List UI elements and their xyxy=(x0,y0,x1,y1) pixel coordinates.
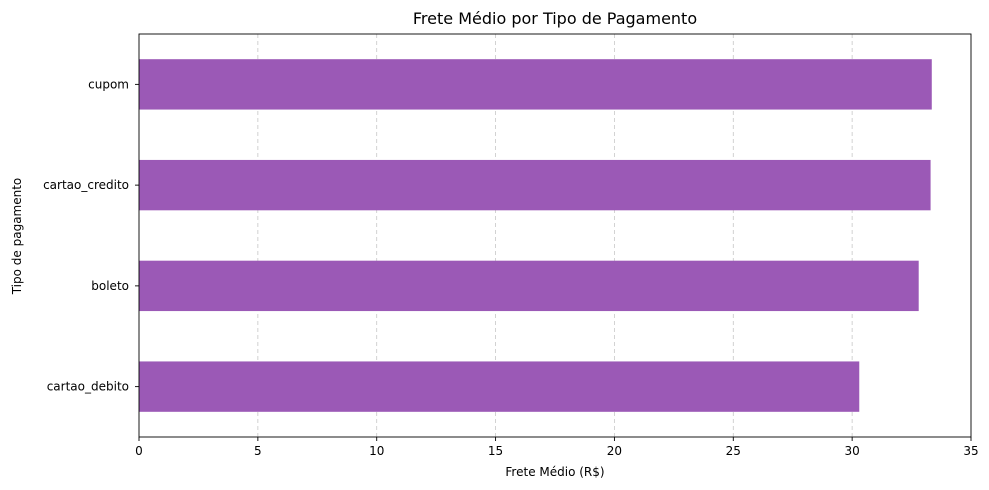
bars xyxy=(139,59,932,412)
bar-cupom xyxy=(139,59,932,110)
y-axis-label: Tipo de pagamento xyxy=(10,178,24,296)
bar-cartao-debito xyxy=(139,361,860,412)
x-tick-label: 25 xyxy=(726,444,741,458)
x-tick-label: 0 xyxy=(135,444,143,458)
y-axis: cartao_debito boleto cartao_credito cupom xyxy=(43,77,139,394)
y-tick-label: cartao_debito xyxy=(47,380,129,394)
x-tick-label: 10 xyxy=(369,444,384,458)
x-tick-label: 20 xyxy=(607,444,622,458)
bar-boleto xyxy=(139,260,919,312)
x-tick-label: 5 xyxy=(254,444,262,458)
x-tick-label: 30 xyxy=(845,444,860,458)
x-axis: 0 5 10 15 20 25 30 35 xyxy=(135,437,979,458)
y-tick-label: boleto xyxy=(91,279,129,293)
x-axis-label: Frete Médio (R$) xyxy=(505,465,604,479)
y-tick-label: cupom xyxy=(88,77,129,91)
x-tick-label: 35 xyxy=(963,444,978,458)
plot-frame xyxy=(138,33,972,438)
y-tick-label: cartao_credito xyxy=(43,178,129,192)
x-tick-label: 15 xyxy=(488,444,503,458)
bar-cartao-credito xyxy=(139,159,931,211)
chart-title: Frete Médio por Tipo de Pagamento xyxy=(413,9,697,28)
